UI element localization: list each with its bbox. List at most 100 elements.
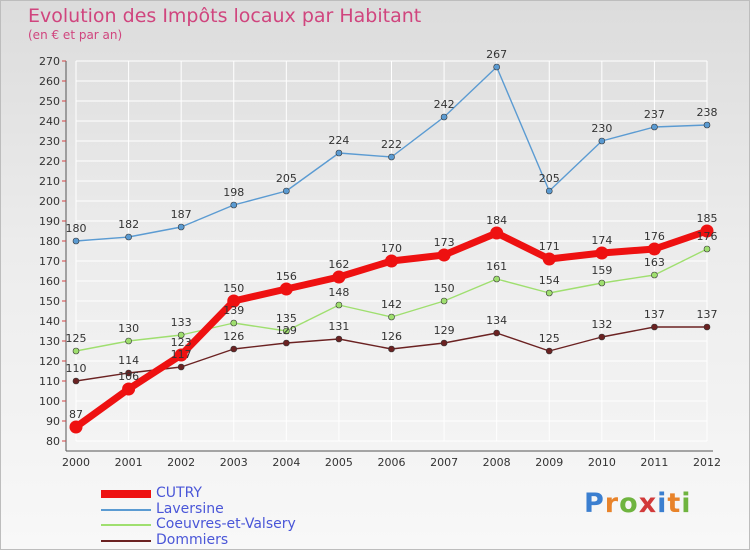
data-point: [703, 245, 711, 253]
data-label: 170: [381, 242, 402, 255]
data-label: 161: [486, 260, 507, 273]
data-point: [279, 282, 293, 296]
data-label: 133: [171, 316, 192, 329]
data-point: [177, 223, 185, 231]
legend-swatch: [101, 539, 151, 542]
legend-item: Dommiers: [101, 531, 361, 548]
data-point: [703, 121, 711, 129]
legend-item: CUTRY: [101, 485, 361, 501]
data-point: [174, 348, 188, 362]
legend-item: Coeuvres-et-Valsery: [101, 516, 361, 532]
logo-letter: i: [657, 488, 668, 519]
chart-subtitle: (en € et par an): [28, 28, 123, 42]
data-point: [283, 187, 290, 195]
data-label: 110: [66, 362, 87, 375]
data-point: [598, 333, 606, 341]
legend-label: Laversine: [156, 500, 224, 517]
data-label: 242: [434, 98, 455, 111]
x-tick-label: 2009: [535, 456, 563, 469]
y-tick-label: 160: [39, 275, 60, 288]
y-tick-label: 190: [39, 215, 60, 228]
logo-letter: P: [584, 488, 605, 519]
data-label: 173: [434, 236, 455, 249]
data-point: [651, 271, 658, 279]
data-label: 171: [539, 240, 560, 253]
data-label: 198: [223, 186, 244, 199]
data-label: 180: [66, 222, 87, 235]
legend-label: Dommiers: [156, 531, 229, 548]
data-point: [647, 242, 661, 256]
data-label: 126: [381, 330, 402, 343]
data-point: [125, 369, 132, 377]
data-point: [388, 153, 395, 161]
data-label: 176: [644, 230, 665, 243]
legend-swatch: [101, 508, 151, 511]
logo-letter: r: [604, 488, 620, 519]
data-point: [542, 252, 556, 266]
data-label: 139: [223, 304, 244, 317]
y-tick-label: 80: [46, 435, 60, 448]
data-point: [440, 113, 448, 121]
data-point: [125, 233, 132, 241]
logo-letter: x: [638, 488, 658, 519]
data-label: 182: [118, 218, 139, 231]
data-label: 125: [66, 332, 87, 345]
y-tick-label: 220: [39, 155, 60, 168]
data-label: 267: [486, 48, 507, 61]
data-point: [545, 289, 553, 297]
data-point: [493, 275, 500, 283]
data-point: [122, 382, 136, 396]
data-point: [490, 226, 504, 240]
x-tick-label: 2001: [115, 456, 143, 469]
data-label: 205: [276, 172, 297, 185]
y-tick-label: 100: [39, 395, 60, 408]
data-label: 134: [486, 314, 507, 327]
data-point: [493, 329, 500, 337]
data-label: 150: [434, 282, 455, 295]
logo-letter: o: [619, 488, 639, 519]
data-point: [230, 319, 238, 327]
y-tick-label: 120: [39, 355, 60, 368]
data-label: 131: [328, 320, 349, 333]
proxiti-logo: Proxiti: [584, 488, 692, 519]
data-point: [335, 301, 343, 309]
chart-title: Evolution des Impôts locaux par Habitant: [28, 5, 422, 27]
x-tick-label: 2006: [378, 456, 406, 469]
x-tick-label: 2005: [325, 456, 353, 469]
data-label: 129: [434, 324, 455, 337]
data-point: [230, 345, 238, 353]
data-point: [283, 327, 290, 335]
data-point: [440, 339, 448, 347]
data-label: 148: [328, 286, 349, 299]
data-point: [332, 270, 346, 284]
data-point: [700, 224, 714, 238]
data-label: 176: [697, 230, 718, 243]
x-tick-label: 2011: [640, 456, 668, 469]
data-label: 174: [591, 234, 612, 247]
y-tick-label: 210: [39, 175, 60, 188]
x-tick-label: 2012: [693, 456, 721, 469]
y-tick-label: 230: [39, 135, 60, 148]
y-tick-label: 240: [39, 115, 60, 128]
legend-swatch: [101, 524, 151, 526]
data-point: [545, 347, 553, 355]
y-tick-label: 130: [39, 335, 60, 348]
data-label: 159: [591, 264, 612, 277]
data-point: [598, 279, 606, 287]
y-tick-label: 270: [39, 55, 60, 68]
data-point: [230, 201, 238, 209]
data-point: [177, 363, 185, 371]
data-label: 185: [697, 212, 718, 225]
data-label: 150: [223, 282, 244, 295]
data-point: [651, 123, 658, 131]
data-label: 130: [118, 322, 139, 335]
data-label: 135: [276, 312, 297, 325]
x-tick-label: 2010: [588, 456, 616, 469]
x-tick-label: 2003: [220, 456, 248, 469]
data-label: 222: [381, 138, 402, 151]
x-tick-label: 2008: [483, 456, 511, 469]
data-label: 156: [276, 270, 297, 283]
x-tick-label: 2000: [62, 456, 90, 469]
legend-label: CUTRY: [156, 485, 202, 501]
